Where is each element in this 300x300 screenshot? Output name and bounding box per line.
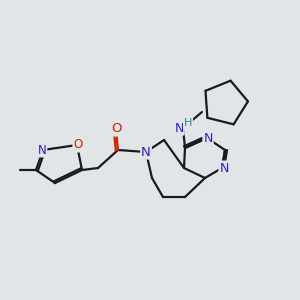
Text: O: O xyxy=(74,139,82,152)
Text: N: N xyxy=(203,131,213,145)
Text: N: N xyxy=(219,161,229,175)
Text: H: H xyxy=(184,118,192,128)
Text: N: N xyxy=(141,146,151,158)
Text: O: O xyxy=(111,122,121,136)
Text: N: N xyxy=(38,143,46,157)
Text: N: N xyxy=(174,122,184,134)
